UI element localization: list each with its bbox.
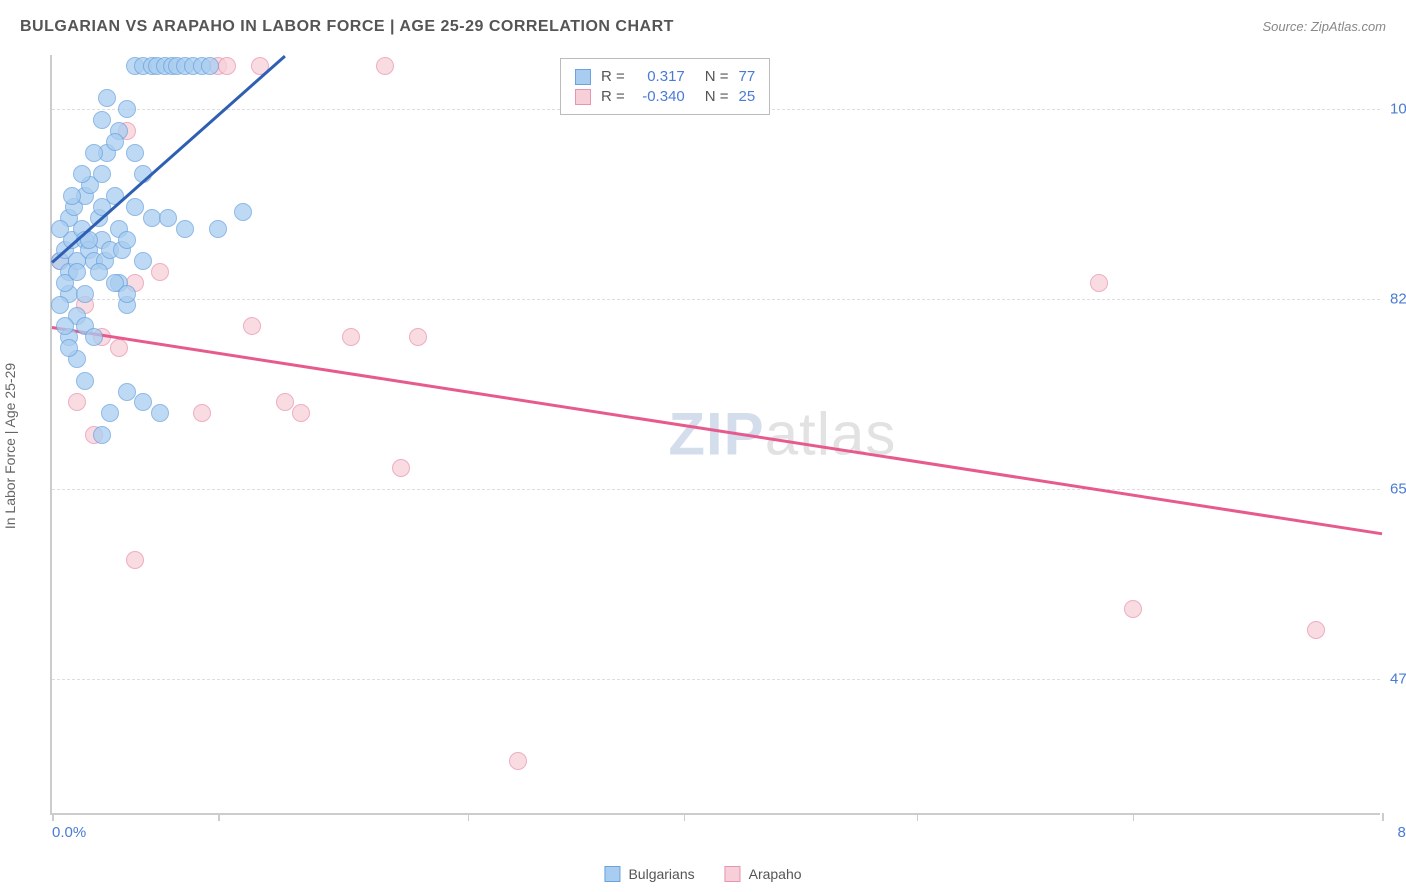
scatter-point-arapaho <box>392 459 410 477</box>
scatter-point-arapaho <box>151 263 169 281</box>
scatter-point-bulgarians <box>118 285 136 303</box>
stats-row-bulgarians: R = 0.317 N = 77 <box>575 68 755 85</box>
legend-label-arapaho: Arapaho <box>749 866 802 882</box>
scatter-point-bulgarians <box>60 339 78 357</box>
xtick-mark <box>52 813 54 821</box>
scatter-point-bulgarians <box>85 144 103 162</box>
scatter-point-bulgarians <box>93 165 111 183</box>
scatter-point-bulgarians <box>56 317 74 335</box>
scatter-point-bulgarians <box>68 263 86 281</box>
swatch-arapaho <box>575 89 591 105</box>
scatter-point-bulgarians <box>209 220 227 238</box>
scatter-point-arapaho <box>509 752 527 770</box>
ytick-label: 82.5% <box>1390 291 1406 308</box>
scatter-point-bulgarians <box>126 144 144 162</box>
source-label: Source: ZipAtlas.com <box>1262 19 1386 34</box>
ytick-label: 47.5% <box>1390 671 1406 688</box>
r-label: R = <box>601 88 625 105</box>
n-label: N = <box>705 68 729 85</box>
n-value-bulgarians: 77 <box>739 68 756 85</box>
scatter-point-arapaho <box>1090 274 1108 292</box>
swatch-bulgarians <box>604 866 620 882</box>
legend-label-bulgarians: Bulgarians <box>628 866 694 882</box>
scatter-point-bulgarians <box>93 111 111 129</box>
scatter-point-bulgarians <box>176 220 194 238</box>
swatch-arapaho <box>725 866 741 882</box>
scatter-point-bulgarians <box>143 209 161 227</box>
scatter-point-bulgarians <box>73 165 91 183</box>
chart-title: BULGARIAN VS ARAPAHO IN LABOR FORCE | AG… <box>20 18 674 36</box>
r-value-bulgarians: 0.317 <box>635 68 685 85</box>
scatter-point-bulgarians <box>201 57 219 75</box>
gridline-h <box>52 679 1380 680</box>
xtick-mark <box>917 813 919 821</box>
scatter-point-arapaho <box>110 339 128 357</box>
scatter-point-bulgarians <box>118 231 136 249</box>
stats-legend: R = 0.317 N = 77 R = -0.340 N = 25 <box>560 58 770 115</box>
legend-item-bulgarians: Bulgarians <box>604 866 694 882</box>
y-axis-label: In Labor Force | Age 25-29 <box>2 363 18 529</box>
scatter-point-bulgarians <box>63 187 81 205</box>
scatter-point-arapaho <box>1307 621 1325 639</box>
scatter-point-arapaho <box>193 404 211 422</box>
scatter-point-bulgarians <box>51 220 69 238</box>
trend-line-arapaho <box>52 326 1382 535</box>
r-value-arapaho: -0.340 <box>635 88 685 105</box>
swatch-bulgarians <box>575 69 591 85</box>
scatter-point-bulgarians <box>118 383 136 401</box>
scatter-point-bulgarians <box>85 328 103 346</box>
scatter-point-bulgarians <box>76 285 94 303</box>
scatter-point-bulgarians <box>151 404 169 422</box>
plot-area: ZIPatlas 47.5%65.0%82.5%100.0%0.0%80.0% <box>50 55 1380 815</box>
gridline-h <box>52 299 1380 300</box>
xtick-mark <box>1382 813 1384 821</box>
stats-row-arapaho: R = -0.340 N = 25 <box>575 88 755 105</box>
r-label: R = <box>601 68 625 85</box>
xtick-mark <box>1133 813 1135 821</box>
scatter-point-bulgarians <box>51 296 69 314</box>
scatter-point-bulgarians <box>106 133 124 151</box>
scatter-point-bulgarians <box>134 252 152 270</box>
scatter-point-arapaho <box>276 393 294 411</box>
scatter-point-arapaho <box>1124 600 1142 618</box>
scatter-point-bulgarians <box>126 198 144 216</box>
scatter-point-bulgarians <box>159 209 177 227</box>
gridline-h <box>52 489 1380 490</box>
scatter-point-bulgarians <box>76 372 94 390</box>
scatter-point-arapaho <box>292 404 310 422</box>
xtick-mark <box>684 813 686 821</box>
legend-item-arapaho: Arapaho <box>725 866 802 882</box>
scatter-point-arapaho <box>126 551 144 569</box>
n-label: N = <box>705 88 729 105</box>
scatter-point-bulgarians <box>234 203 252 221</box>
scatter-point-bulgarians <box>93 426 111 444</box>
xtick-label-left: 0.0% <box>52 824 86 841</box>
xtick-label-right: 80.0% <box>1397 824 1406 841</box>
trend-line-bulgarians <box>51 55 285 263</box>
scatter-point-arapaho <box>376 57 394 75</box>
ytick-label: 100.0% <box>1390 101 1406 118</box>
title-bar: BULGARIAN VS ARAPAHO IN LABOR FORCE | AG… <box>20 18 1386 36</box>
scatter-point-arapaho <box>218 57 236 75</box>
xtick-mark <box>218 813 220 821</box>
scatter-point-arapaho <box>409 328 427 346</box>
scatter-point-bulgarians <box>90 263 108 281</box>
scatter-point-bulgarians <box>134 393 152 411</box>
scatter-point-bulgarians <box>101 404 119 422</box>
scatter-point-arapaho <box>243 317 261 335</box>
scatter-point-bulgarians <box>118 100 136 118</box>
bottom-legend: Bulgarians Arapaho <box>604 866 801 882</box>
ytick-label: 65.0% <box>1390 481 1406 498</box>
scatter-point-arapaho <box>68 393 86 411</box>
xtick-mark <box>468 813 470 821</box>
watermark: ZIPatlas <box>668 400 896 469</box>
scatter-point-arapaho <box>342 328 360 346</box>
scatter-point-bulgarians <box>98 89 116 107</box>
n-value-arapaho: 25 <box>739 88 756 105</box>
